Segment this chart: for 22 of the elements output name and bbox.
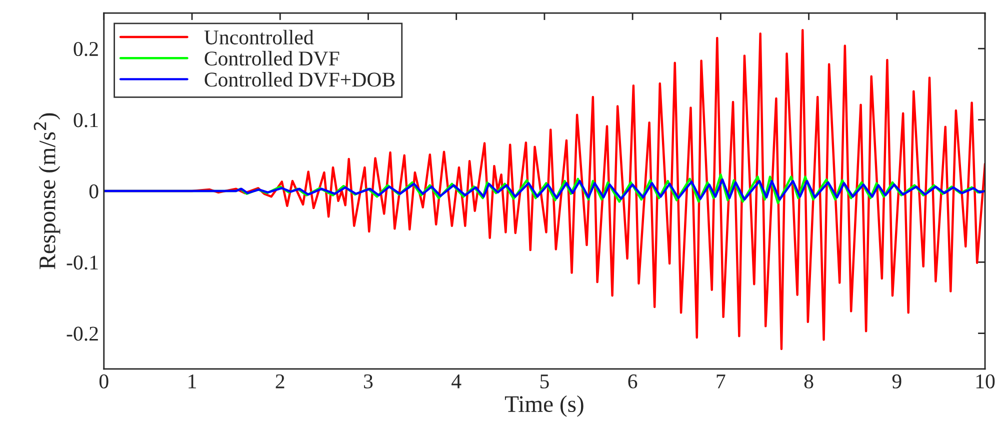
legend-label: Controlled DVF+DOB (204, 72, 395, 87)
x-tick-label: 7 (716, 374, 726, 388)
x-tick-label: 1 (188, 374, 196, 388)
x-axis-title: Time (s) (504, 395, 584, 417)
y-axis-title: Response (m/s$^{2}$) (34, 113, 60, 270)
y-tick-label: 0.1 (74, 113, 98, 128)
y-tick-label: 0.2 (74, 42, 98, 56)
x-tick-label: 10 (976, 374, 995, 388)
line-series (104, 178, 986, 201)
x-tick-label: 3 (364, 374, 373, 388)
y-tick-label: -0.1 (66, 256, 98, 270)
legend-label: Controlled DVF (204, 50, 340, 66)
x-tick-label: 4 (452, 374, 462, 388)
x-tick-label: 2 (276, 374, 284, 388)
y-tick-label: -0.2 (66, 326, 98, 341)
x-tick-label: 6 (628, 374, 638, 388)
legend-label: Uncontrolled (204, 30, 314, 44)
x-tick-label: 5 (540, 374, 549, 388)
x-tick-label: 0 (99, 374, 108, 388)
x-tick-label: 8 (804, 374, 814, 388)
y-tick-label: 0 (89, 184, 98, 198)
x-tick-label: 9 (892, 374, 902, 388)
